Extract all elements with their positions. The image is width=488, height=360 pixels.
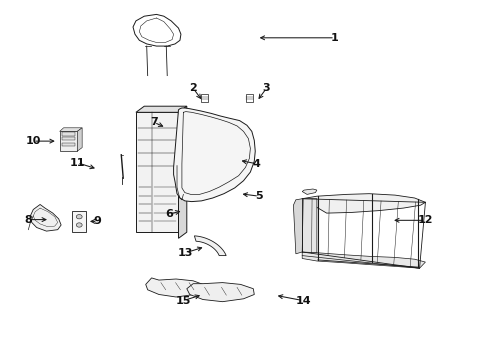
Bar xyxy=(61,143,75,146)
Text: 1: 1 xyxy=(330,33,338,43)
Polygon shape xyxy=(302,252,425,268)
Polygon shape xyxy=(302,194,425,213)
Polygon shape xyxy=(77,128,82,151)
Text: 5: 5 xyxy=(255,191,263,201)
Text: 12: 12 xyxy=(417,215,432,225)
Bar xyxy=(201,94,207,102)
Text: 13: 13 xyxy=(178,248,193,258)
Polygon shape xyxy=(293,199,303,254)
Polygon shape xyxy=(30,204,61,231)
Text: 3: 3 xyxy=(262,83,270,93)
Ellipse shape xyxy=(76,215,82,219)
Polygon shape xyxy=(173,108,255,202)
Polygon shape xyxy=(145,278,204,297)
Text: 15: 15 xyxy=(175,296,191,306)
Text: 2: 2 xyxy=(189,83,197,93)
Bar xyxy=(61,132,75,136)
Polygon shape xyxy=(302,199,316,253)
Text: 4: 4 xyxy=(252,159,260,169)
Text: 7: 7 xyxy=(150,117,158,127)
Polygon shape xyxy=(194,236,226,256)
Text: 6: 6 xyxy=(164,209,172,219)
Bar xyxy=(245,94,252,102)
Text: 8: 8 xyxy=(24,215,32,225)
Polygon shape xyxy=(178,106,186,238)
Polygon shape xyxy=(186,283,254,302)
Text: 11: 11 xyxy=(69,158,85,168)
Polygon shape xyxy=(72,211,85,232)
Bar xyxy=(61,137,75,140)
Ellipse shape xyxy=(76,223,82,227)
Polygon shape xyxy=(136,112,178,232)
Polygon shape xyxy=(60,128,82,131)
Text: 14: 14 xyxy=(295,296,310,306)
Polygon shape xyxy=(133,14,181,46)
Text: 10: 10 xyxy=(25,136,41,146)
Polygon shape xyxy=(302,189,316,194)
Polygon shape xyxy=(136,106,186,112)
Polygon shape xyxy=(60,131,77,151)
Text: 9: 9 xyxy=(94,216,102,226)
